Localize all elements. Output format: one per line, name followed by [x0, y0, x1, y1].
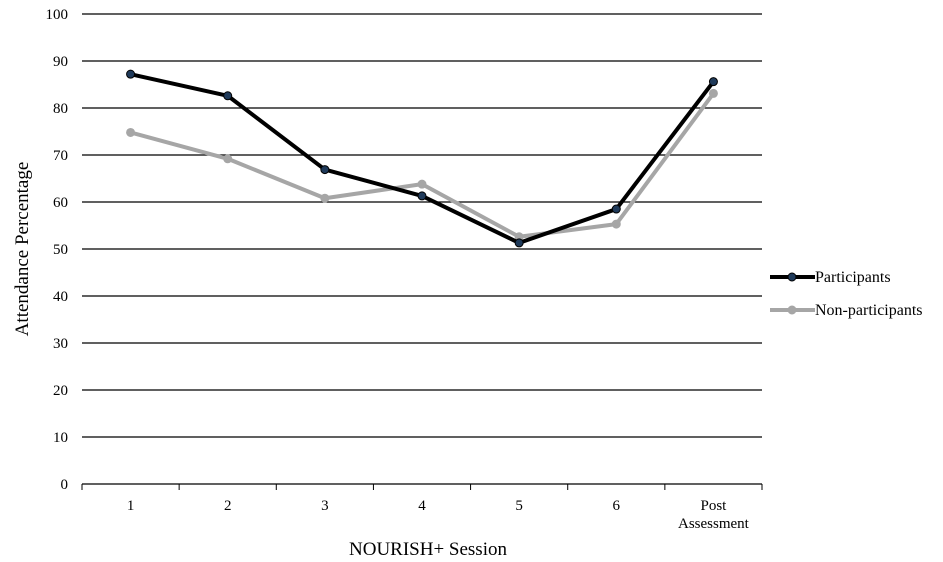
- x-tick-label: Post Assessment: [678, 498, 750, 532]
- y-tick-label: 30: [53, 336, 68, 352]
- data-point: [223, 154, 233, 164]
- x-axis-ticks: 1 2 3 4 5 6 Post Assessment: [127, 498, 750, 532]
- data-point: [514, 238, 524, 248]
- x-axis-title: NOURISH+ Session: [349, 539, 507, 560]
- y-tick-label: 70: [53, 148, 68, 164]
- legend-label: Participants: [815, 269, 891, 286]
- series-lines: [126, 69, 718, 248]
- data-point: [126, 127, 136, 137]
- series-line: [130, 72, 716, 245]
- data-point: [417, 179, 427, 189]
- data-point: [320, 165, 330, 175]
- legend-marker: [787, 272, 797, 282]
- x-tick-label: 6: [613, 498, 621, 514]
- y-tick-label: 60: [53, 195, 68, 211]
- y-tick-label: 50: [53, 242, 68, 258]
- x-axis: [81, 484, 763, 490]
- data-point: [611, 204, 621, 214]
- y-tick-label: 20: [53, 383, 68, 399]
- x-tick-label: 1: [127, 498, 135, 514]
- legend-item: Participants: [770, 269, 891, 286]
- y-tick-label: 80: [53, 101, 68, 117]
- y-axis-title: Attendance Percentage: [12, 162, 33, 337]
- series-1: [126, 88, 718, 242]
- y-tick-label: 90: [53, 54, 68, 70]
- gridlines: [82, 13, 762, 485]
- data-point: [223, 91, 233, 101]
- y-tick-label: 40: [53, 289, 68, 305]
- series-0: [126, 69, 718, 248]
- data-point: [417, 191, 427, 201]
- y-tick-label: 0: [61, 477, 69, 493]
- y-tick-label: 100: [46, 7, 69, 23]
- y-tick-label: 10: [53, 430, 68, 446]
- legend-label: Non-participants: [815, 302, 923, 319]
- data-point: [611, 219, 621, 229]
- series-line: [130, 92, 716, 239]
- data-point: [708, 77, 718, 87]
- x-tick-label: 2: [224, 498, 232, 514]
- data-point: [126, 69, 136, 79]
- data-point: [708, 88, 718, 98]
- data-point: [320, 193, 330, 203]
- x-tick-label: 3: [321, 498, 329, 514]
- y-axis-ticks: 0 10 20 30 40 50 60 70 80 90 100: [46, 7, 69, 493]
- x-tick-label: 4: [418, 498, 426, 514]
- legend: Participants Non-participants: [770, 269, 923, 319]
- legend-marker: [787, 305, 797, 315]
- legend-item: Non-participants: [770, 302, 923, 319]
- x-tick-label: 5: [515, 498, 523, 514]
